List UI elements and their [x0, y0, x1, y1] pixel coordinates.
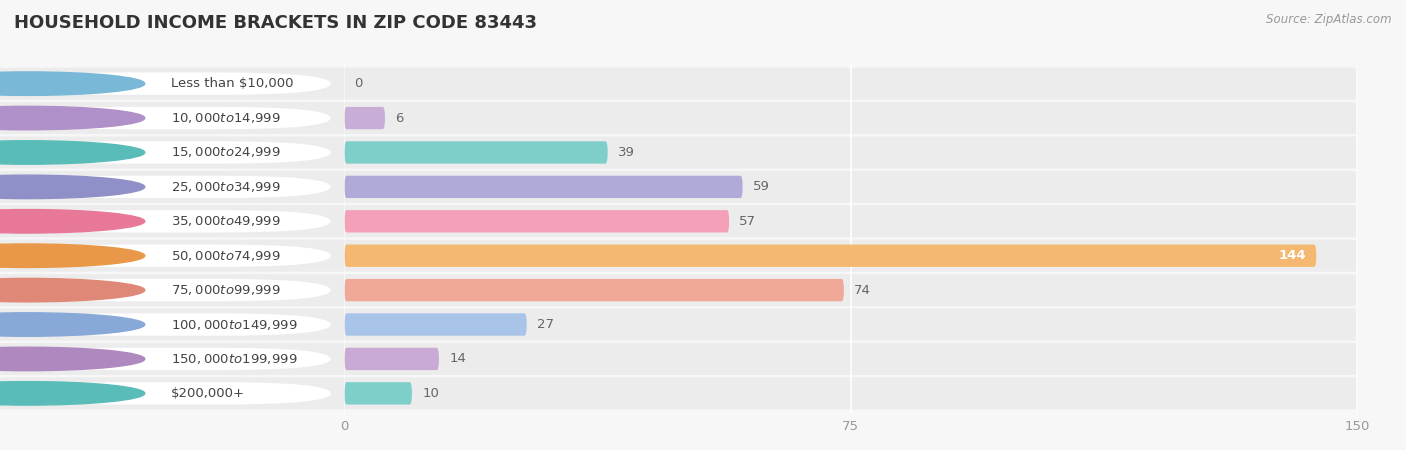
Circle shape — [0, 175, 145, 198]
FancyBboxPatch shape — [344, 240, 1357, 272]
Text: $50,000 to $74,999: $50,000 to $74,999 — [170, 249, 280, 263]
Text: $150,000 to $199,999: $150,000 to $199,999 — [170, 352, 297, 366]
Text: $10,000 to $14,999: $10,000 to $14,999 — [170, 111, 280, 125]
Circle shape — [0, 382, 145, 405]
FancyBboxPatch shape — [344, 343, 1357, 375]
FancyBboxPatch shape — [344, 274, 1357, 306]
FancyBboxPatch shape — [344, 348, 439, 370]
FancyBboxPatch shape — [14, 107, 330, 129]
FancyBboxPatch shape — [344, 309, 1357, 341]
Text: 57: 57 — [740, 215, 756, 228]
Text: $35,000 to $49,999: $35,000 to $49,999 — [170, 214, 280, 228]
Text: 144: 144 — [1278, 249, 1306, 262]
FancyBboxPatch shape — [14, 141, 330, 164]
Circle shape — [0, 313, 145, 336]
Circle shape — [0, 106, 145, 130]
FancyBboxPatch shape — [344, 107, 385, 129]
FancyBboxPatch shape — [0, 378, 344, 410]
Text: $200,000+: $200,000+ — [170, 387, 245, 400]
Text: Source: ZipAtlas.com: Source: ZipAtlas.com — [1267, 14, 1392, 27]
FancyBboxPatch shape — [0, 309, 344, 341]
FancyBboxPatch shape — [0, 343, 344, 375]
Text: 14: 14 — [449, 352, 465, 365]
FancyBboxPatch shape — [344, 136, 1357, 168]
FancyBboxPatch shape — [14, 313, 330, 336]
FancyBboxPatch shape — [344, 205, 1357, 237]
FancyBboxPatch shape — [0, 68, 344, 99]
FancyBboxPatch shape — [0, 136, 344, 168]
FancyBboxPatch shape — [344, 176, 742, 198]
Circle shape — [0, 210, 145, 233]
Text: 10: 10 — [422, 387, 439, 400]
Circle shape — [0, 279, 145, 302]
Text: $15,000 to $24,999: $15,000 to $24,999 — [170, 145, 280, 159]
Text: 27: 27 — [537, 318, 554, 331]
FancyBboxPatch shape — [14, 176, 330, 198]
FancyBboxPatch shape — [344, 382, 412, 405]
FancyBboxPatch shape — [344, 313, 527, 336]
FancyBboxPatch shape — [344, 378, 1357, 410]
FancyBboxPatch shape — [0, 171, 344, 203]
FancyBboxPatch shape — [0, 274, 344, 306]
Text: 39: 39 — [617, 146, 634, 159]
FancyBboxPatch shape — [344, 171, 1357, 203]
FancyBboxPatch shape — [14, 382, 330, 405]
FancyBboxPatch shape — [344, 102, 1357, 134]
Text: 74: 74 — [853, 284, 870, 297]
Text: Less than $10,000: Less than $10,000 — [170, 77, 292, 90]
FancyBboxPatch shape — [14, 210, 330, 233]
FancyBboxPatch shape — [344, 244, 1316, 267]
Text: $100,000 to $149,999: $100,000 to $149,999 — [170, 318, 297, 332]
Text: $75,000 to $99,999: $75,000 to $99,999 — [170, 283, 280, 297]
Circle shape — [0, 72, 145, 95]
Circle shape — [0, 347, 145, 371]
Text: 0: 0 — [354, 77, 363, 90]
Text: 59: 59 — [752, 180, 769, 194]
Text: $25,000 to $34,999: $25,000 to $34,999 — [170, 180, 280, 194]
Circle shape — [0, 141, 145, 164]
Text: HOUSEHOLD INCOME BRACKETS IN ZIP CODE 83443: HOUSEHOLD INCOME BRACKETS IN ZIP CODE 83… — [14, 14, 537, 32]
FancyBboxPatch shape — [0, 240, 344, 272]
Circle shape — [0, 244, 145, 267]
Text: 6: 6 — [395, 112, 404, 125]
FancyBboxPatch shape — [344, 141, 607, 164]
FancyBboxPatch shape — [14, 72, 330, 95]
FancyBboxPatch shape — [344, 279, 844, 302]
FancyBboxPatch shape — [0, 102, 344, 134]
FancyBboxPatch shape — [14, 244, 330, 267]
FancyBboxPatch shape — [344, 210, 730, 233]
FancyBboxPatch shape — [14, 279, 330, 302]
FancyBboxPatch shape — [0, 205, 344, 237]
FancyBboxPatch shape — [344, 68, 1357, 99]
FancyBboxPatch shape — [14, 348, 330, 370]
